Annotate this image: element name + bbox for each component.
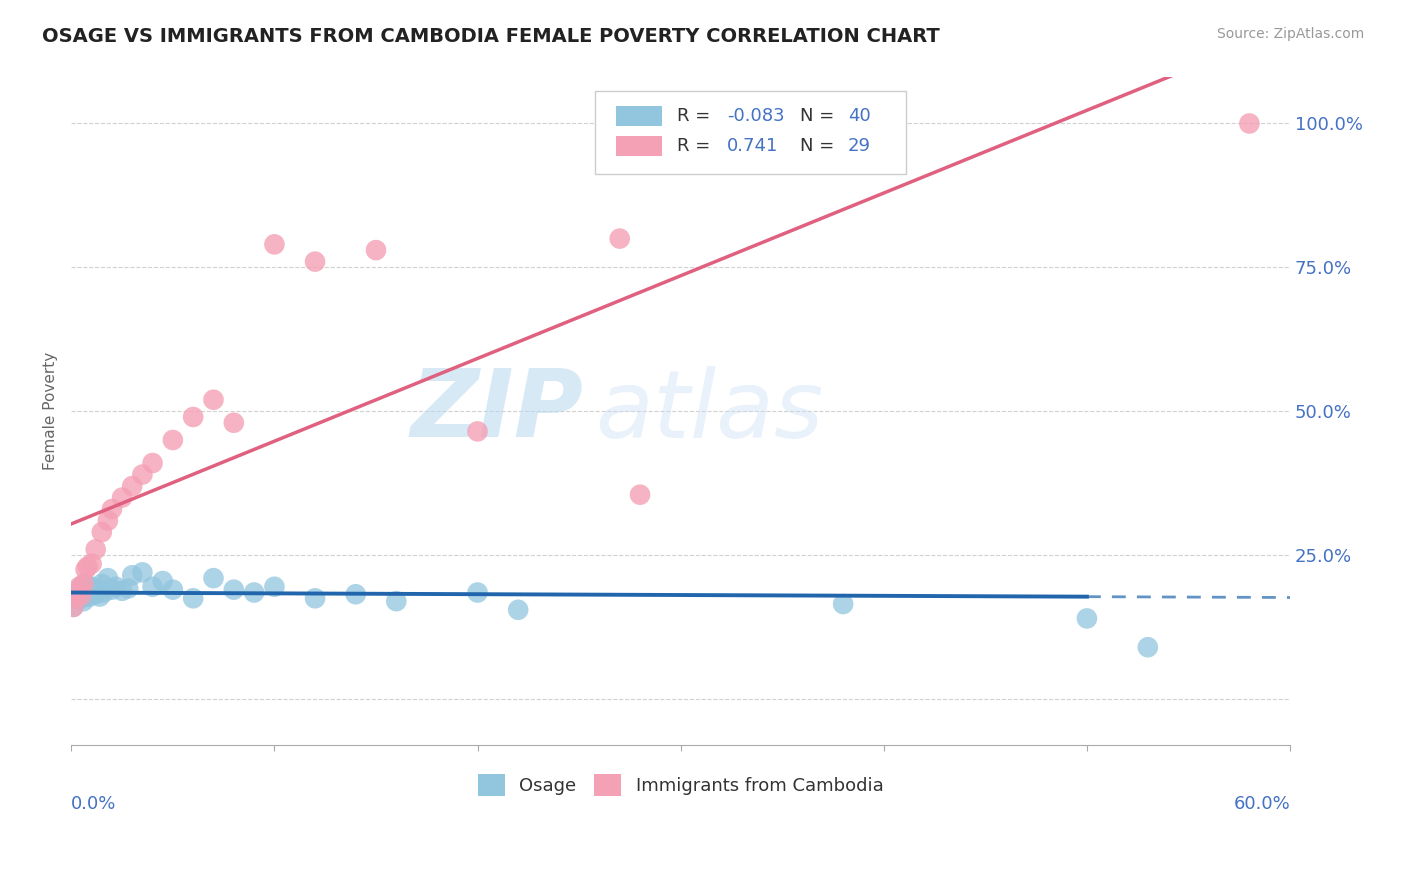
Point xyxy=(66,585,89,599)
Text: 0.0%: 0.0% xyxy=(72,795,117,814)
Point xyxy=(65,589,87,603)
Point xyxy=(62,599,84,614)
Point xyxy=(181,409,204,424)
FancyBboxPatch shape xyxy=(595,91,905,174)
Bar xyxy=(616,106,662,126)
Point xyxy=(69,582,91,597)
Point xyxy=(467,585,489,599)
Point xyxy=(162,582,184,597)
Text: 0.741: 0.741 xyxy=(727,137,779,155)
Point xyxy=(202,392,225,407)
Point xyxy=(832,597,855,611)
Point xyxy=(222,582,245,597)
Point xyxy=(142,456,165,470)
Point xyxy=(97,571,120,585)
Point xyxy=(83,583,105,598)
Point xyxy=(101,502,124,516)
Point xyxy=(90,525,112,540)
Point xyxy=(202,571,225,585)
Point xyxy=(97,514,120,528)
Point xyxy=(152,574,174,588)
Text: R =: R = xyxy=(678,107,716,125)
Point xyxy=(609,122,631,136)
Point xyxy=(121,568,143,582)
Point xyxy=(263,237,285,252)
Point xyxy=(62,599,84,614)
Point xyxy=(121,479,143,493)
Point xyxy=(80,557,103,571)
Point xyxy=(65,591,87,606)
Point xyxy=(1136,640,1159,655)
Text: N =: N = xyxy=(800,137,841,155)
Point xyxy=(101,582,124,597)
Point xyxy=(162,433,184,447)
Point xyxy=(508,603,530,617)
Text: ZIP: ZIP xyxy=(411,365,583,458)
Point xyxy=(79,590,101,604)
Point xyxy=(72,594,94,608)
Point xyxy=(304,591,326,606)
Point xyxy=(87,582,110,596)
Point xyxy=(222,416,245,430)
Point xyxy=(243,585,266,599)
Point xyxy=(344,587,367,601)
Point xyxy=(364,243,387,257)
Text: 40: 40 xyxy=(848,107,870,125)
Point xyxy=(76,559,98,574)
Point xyxy=(111,491,134,505)
Point xyxy=(131,467,153,482)
Point xyxy=(70,591,93,606)
Point xyxy=(263,580,285,594)
Point xyxy=(89,590,111,604)
Text: -0.083: -0.083 xyxy=(727,107,785,125)
Point xyxy=(93,585,115,599)
Point xyxy=(84,542,107,557)
Point xyxy=(72,577,94,591)
Point xyxy=(1239,116,1261,130)
Point xyxy=(142,580,165,594)
Bar xyxy=(616,136,662,156)
Text: 60.0%: 60.0% xyxy=(1233,795,1291,814)
Point xyxy=(76,585,98,599)
Point xyxy=(70,589,93,603)
Text: Source: ZipAtlas.com: Source: ZipAtlas.com xyxy=(1216,27,1364,41)
Point xyxy=(111,583,134,598)
Point xyxy=(84,587,107,601)
Point xyxy=(131,566,153,580)
Point xyxy=(1076,611,1098,625)
Text: N =: N = xyxy=(800,107,841,125)
Point xyxy=(181,591,204,606)
Point xyxy=(75,562,97,576)
Text: OSAGE VS IMMIGRANTS FROM CAMBODIA FEMALE POVERTY CORRELATION CHART: OSAGE VS IMMIGRANTS FROM CAMBODIA FEMALE… xyxy=(42,27,941,45)
Point xyxy=(69,580,91,594)
Y-axis label: Female Poverty: Female Poverty xyxy=(44,352,58,470)
Point xyxy=(70,580,93,594)
Point xyxy=(105,580,128,594)
Legend: Osage, Immigrants from Cambodia: Osage, Immigrants from Cambodia xyxy=(471,766,891,803)
Text: R =: R = xyxy=(678,137,716,155)
Text: 29: 29 xyxy=(848,137,870,155)
Point xyxy=(385,594,408,608)
Point xyxy=(75,577,97,591)
Point xyxy=(628,488,651,502)
Point xyxy=(66,585,89,599)
Point xyxy=(117,582,139,596)
Point xyxy=(90,577,112,591)
Text: atlas: atlas xyxy=(595,366,824,457)
Point xyxy=(304,254,326,268)
Point xyxy=(467,425,489,439)
Point xyxy=(80,580,103,594)
Point xyxy=(609,231,631,245)
